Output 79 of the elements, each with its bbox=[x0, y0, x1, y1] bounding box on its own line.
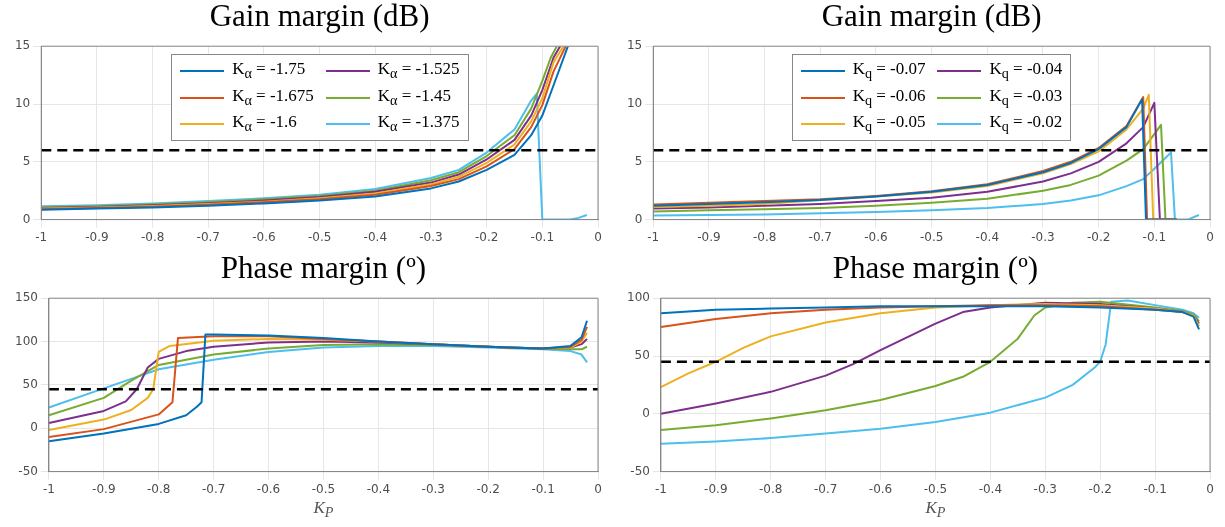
chart-title: Gain margin (dB) bbox=[209, 0, 430, 34]
y-tick-label: 100 bbox=[15, 333, 38, 348]
legend-label: K$_{q}$ = -0.06 bbox=[852, 84, 926, 110]
chart-title: Phase margin (º) bbox=[220, 250, 427, 286]
x-tick-label: -0.5 bbox=[923, 481, 948, 496]
x-tick-label: -0.8 bbox=[759, 481, 783, 496]
x-tick-label: -0.3 bbox=[1033, 481, 1057, 496]
y-tick-label: -50 bbox=[630, 463, 650, 478]
x-tick-label: -0.1 bbox=[530, 229, 555, 244]
legend-label: K$_{α}$ = -1.525 bbox=[377, 58, 460, 84]
x-axis-title: K$_{P}$ bbox=[925, 498, 946, 522]
x-tick-label: -1 bbox=[35, 229, 48, 244]
x-tick-label: -0.1 bbox=[1143, 481, 1167, 496]
x-tick-label: -1 bbox=[647, 229, 660, 244]
legend-label: K$_{α}$ = -1.375 bbox=[377, 110, 460, 137]
x-tick-label: -0.6 bbox=[256, 481, 281, 496]
x-tick-label: -1 bbox=[654, 481, 667, 496]
x-axis-title: K$_{P}$ bbox=[313, 498, 334, 522]
legend-label: K$_{α}$ = -1.75 bbox=[232, 58, 306, 84]
y-tick-label: 15 bbox=[626, 38, 643, 53]
x-tick-label: -0.4 bbox=[978, 481, 1003, 496]
x-tick-label: 0 bbox=[594, 481, 602, 496]
x-tick-label: -0.3 bbox=[419, 229, 443, 244]
x-tick-label: -0.1 bbox=[1142, 229, 1167, 244]
x-tick-label: -0.7 bbox=[813, 481, 838, 496]
x-tick-label: -0.8 bbox=[147, 481, 171, 496]
x-tick-label: 0 bbox=[594, 229, 602, 244]
x-tick-label: 0 bbox=[1206, 229, 1214, 244]
x-tick-label: -0.9 bbox=[85, 229, 109, 244]
x-tick-label: -0.2 bbox=[474, 229, 499, 244]
y-tick-label: 50 bbox=[634, 348, 650, 363]
x-tick-label: -0.9 bbox=[92, 481, 116, 496]
x-tick-label: -0.5 bbox=[307, 229, 332, 244]
x-tick-label: -0.2 bbox=[476, 481, 500, 496]
y-tick-label: 15 bbox=[14, 38, 31, 53]
legend-label: K$_{α}$ = -1.45 bbox=[377, 84, 452, 110]
y-tick-label: 0 bbox=[634, 211, 643, 226]
legend-label: K$_{q}$ = -0.04 bbox=[989, 58, 1063, 84]
y-tick-label: 150 bbox=[15, 290, 38, 305]
x-tick-label: -0.4 bbox=[975, 229, 1000, 244]
chart-title: Gain margin (dB) bbox=[821, 0, 1042, 34]
legend-label: K$_{q}$ = -0.07 bbox=[852, 58, 926, 84]
x-tick-label: -0.3 bbox=[421, 481, 445, 496]
y-tick-label: 0 bbox=[642, 405, 650, 420]
y-tick-label: 5 bbox=[22, 153, 31, 168]
y-tick-label: 10 bbox=[626, 96, 643, 111]
y-tick-label: 0 bbox=[22, 211, 31, 226]
y-tick-label: 10 bbox=[14, 96, 31, 111]
legend-label: K$_{q}$ = -0.03 bbox=[989, 84, 1063, 110]
x-tick-label: -1 bbox=[42, 481, 55, 496]
y-tick-label: -50 bbox=[18, 463, 38, 478]
x-tick-label: -0.8 bbox=[752, 229, 777, 244]
x-tick-label: -0.4 bbox=[363, 229, 388, 244]
legend-label: K$_{α}$ = -1.675 bbox=[232, 84, 314, 110]
y-tick-label: 100 bbox=[627, 290, 650, 305]
x-tick-label: -0.5 bbox=[311, 481, 336, 496]
y-tick-label: 50 bbox=[22, 377, 38, 392]
y-tick-label: 5 bbox=[634, 153, 643, 168]
x-tick-label: -0.2 bbox=[1086, 229, 1111, 244]
x-tick-label: -0.3 bbox=[1031, 229, 1055, 244]
x-tick-label: -0.2 bbox=[1088, 481, 1112, 496]
x-tick-label: -0.6 bbox=[864, 229, 888, 244]
legend-label: K$_{α}$ = -1.6 bbox=[232, 110, 297, 137]
legend-label: K$_{q}$ = -0.02 bbox=[989, 110, 1063, 137]
x-tick-label: -0.5 bbox=[919, 229, 944, 244]
x-tick-label: -0.7 bbox=[196, 229, 220, 244]
y-tick-label: 0 bbox=[30, 420, 38, 435]
x-tick-label: -0.6 bbox=[252, 229, 276, 244]
x-tick-label: -0.9 bbox=[704, 481, 728, 496]
x-tick-label: 0 bbox=[1206, 481, 1214, 496]
chart-title: Phase margin (º) bbox=[832, 250, 1039, 286]
legend-label: K$_{q}$ = -0.05 bbox=[852, 110, 926, 137]
x-tick-label: -0.7 bbox=[201, 481, 226, 496]
x-tick-label: -0.4 bbox=[366, 481, 391, 496]
x-tick-label: -0.6 bbox=[868, 481, 893, 496]
x-tick-label: -0.8 bbox=[140, 229, 165, 244]
x-tick-label: -0.7 bbox=[808, 229, 832, 244]
x-tick-label: -0.1 bbox=[531, 481, 555, 496]
x-tick-label: -0.9 bbox=[697, 229, 721, 244]
